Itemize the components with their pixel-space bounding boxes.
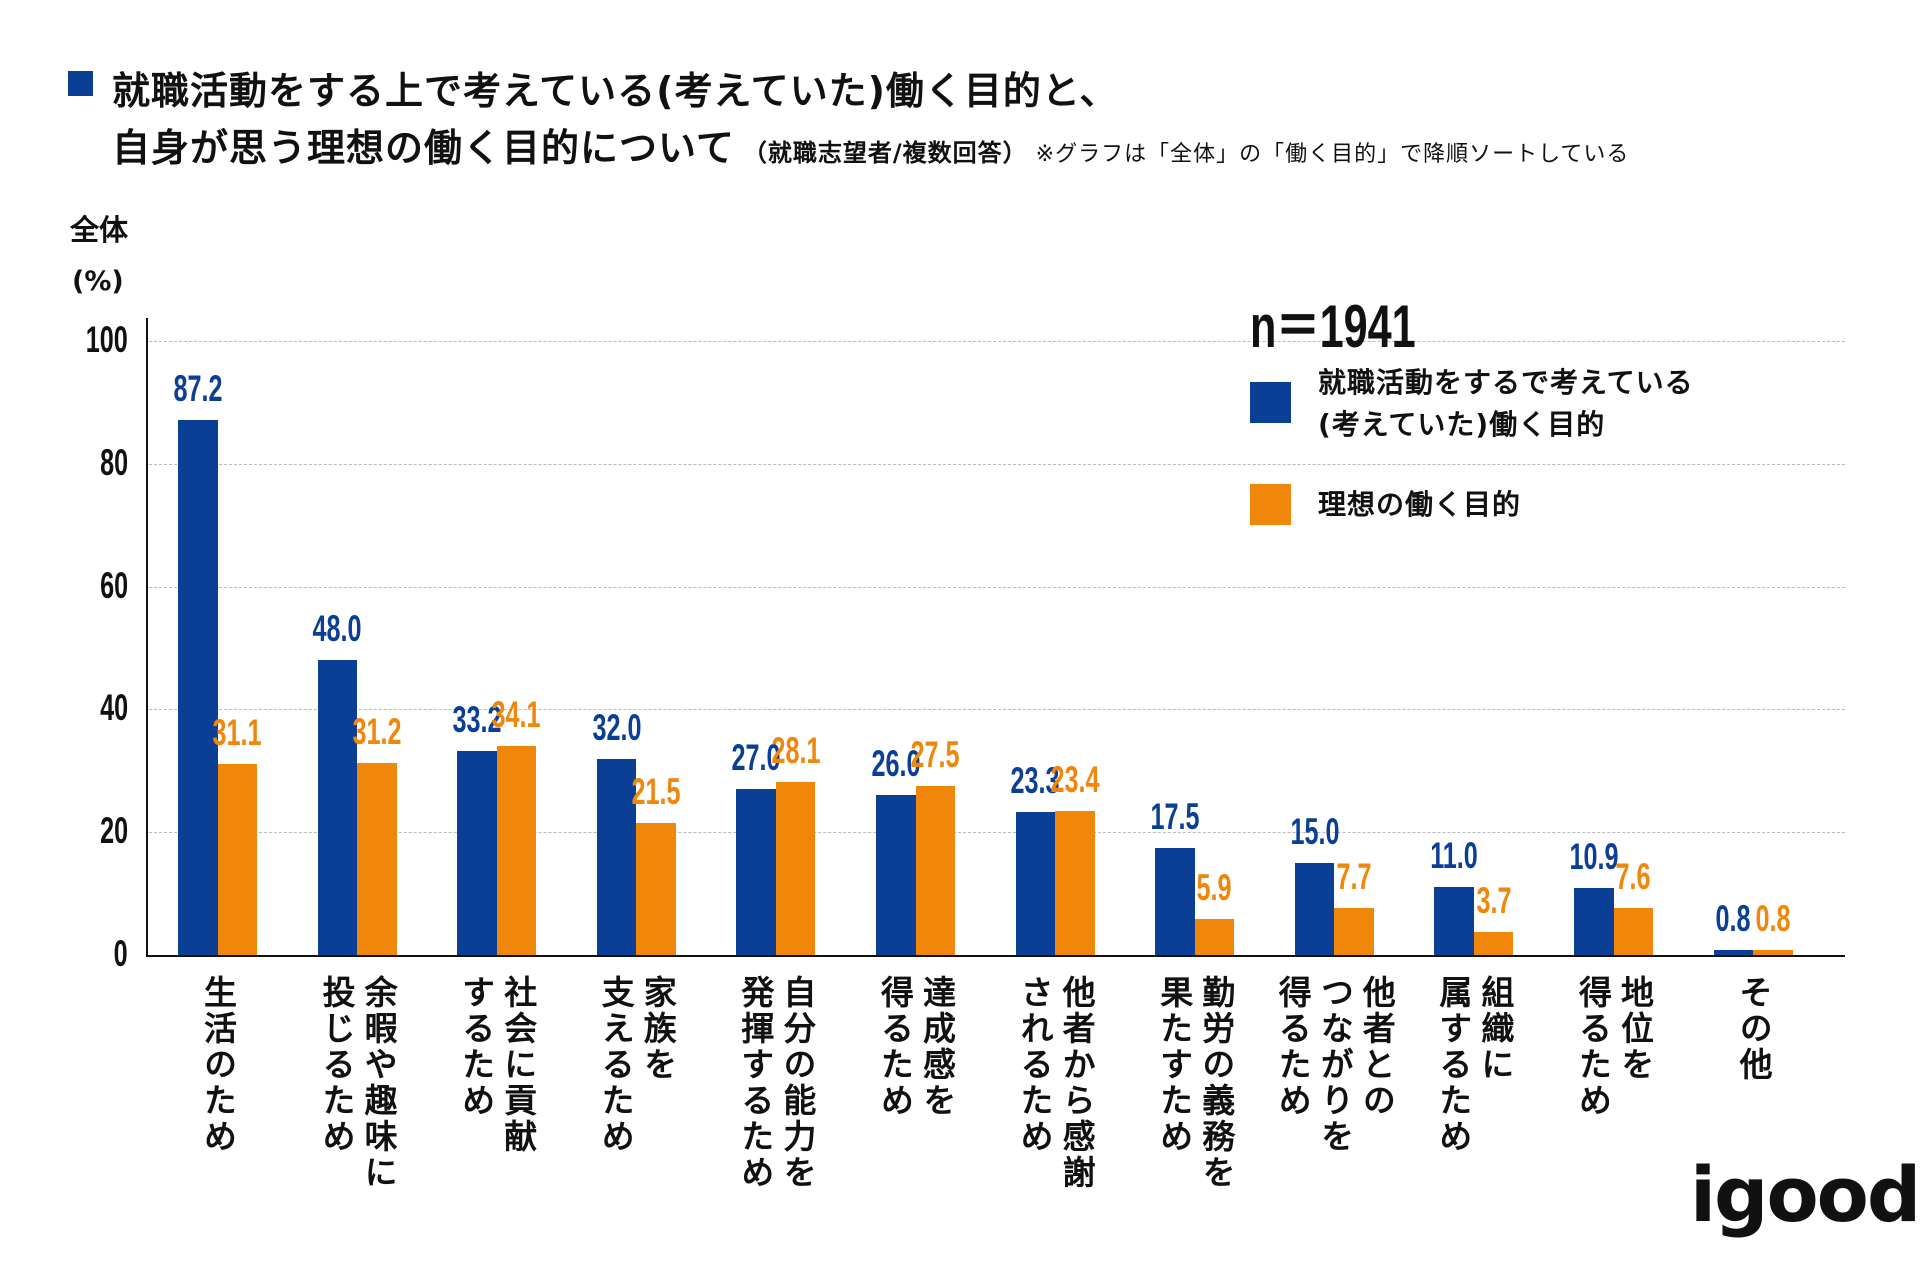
bar-ideal-8 <box>1334 907 1374 955</box>
category-label-0: 生活のため <box>198 975 238 1155</box>
category-label-10: 地位を 得るため <box>1573 975 1655 1119</box>
value-label-current-6: 23.3 <box>1010 759 1060 801</box>
gridline-100 <box>149 341 1845 342</box>
legend-label-ideal: 理想の働く目的 <box>1318 488 1522 521</box>
value-label-current-9: 11.0 <box>1430 835 1478 877</box>
y-tick-label: 100 <box>86 319 128 360</box>
bar-current-4 <box>736 789 776 955</box>
y-tick-label: 60 <box>100 564 128 606</box>
bar-current-6 <box>1015 811 1056 955</box>
value-label-current-8: 15.0 <box>1290 810 1340 852</box>
legend-label-current: 就職活動をするで考えている (考えていた)働く目的 <box>1318 366 1694 441</box>
y-tick-label: 40 <box>100 687 128 729</box>
bar-current-2 <box>457 751 497 955</box>
category-label-4: 自分の能力を 発揮するため <box>735 975 817 1191</box>
value-label-ideal-7: 5.9 <box>1196 866 1232 908</box>
bar-current-1 <box>317 660 358 955</box>
bar-ideal-4 <box>775 782 816 955</box>
category-label-3: 家族を 支えるため <box>596 975 678 1155</box>
igoods-logo: igoods <box>1690 1150 1920 1239</box>
bar-current-0 <box>178 419 218 955</box>
title-marker <box>68 71 93 96</box>
bar-ideal-6 <box>1055 811 1095 955</box>
value-label-ideal-2: 34.1 <box>491 693 541 735</box>
category-label-8: 他者との つながりを 得るため <box>1273 975 1397 1155</box>
gridline-80 <box>149 463 1845 465</box>
value-label-ideal-5: 27.5 <box>910 734 960 776</box>
value-label-ideal-0: 31.1 <box>212 712 262 754</box>
sample-size: n＝1941 <box>1250 293 1416 360</box>
value-label-ideal-10: 7.6 <box>1615 856 1651 898</box>
bar-current-5 <box>876 795 916 955</box>
chart-title-line2-text: 自身が思う理想の働く目的について <box>112 126 735 170</box>
legend-swatch-blue <box>1250 382 1291 423</box>
value-label-current-1: 48.0 <box>312 608 362 650</box>
gridline-60 <box>149 586 1845 588</box>
value-label-ideal-3: 21.5 <box>631 770 681 812</box>
bar-current-3 <box>596 758 637 955</box>
y-axis-label: 全体 <box>70 213 129 247</box>
y-tick-label: 20 <box>100 810 128 852</box>
y-axis-unit: (%) <box>72 266 124 297</box>
value-label-current-7: 17.5 <box>1150 795 1200 837</box>
chart-title-line1: 就職活動をする上で考えている(考えていた)働く目的と、 <box>112 69 1119 113</box>
value-label-ideal-6: 23.4 <box>1050 759 1100 801</box>
bar-ideal-10 <box>1613 908 1653 955</box>
category-label-2: 社会に貢献 するため <box>456 975 538 1155</box>
y-tick-label: 80 <box>100 441 128 483</box>
bar-current-10 <box>1574 888 1614 955</box>
gridline-40 <box>149 709 1845 711</box>
bar-ideal-11 <box>1753 950 1793 955</box>
category-label-5: 達成感を 得るため <box>875 975 957 1119</box>
category-label-9: 組織に 属するため <box>1433 975 1515 1155</box>
value-label-current-5: 26.0 <box>871 743 921 785</box>
value-label-ideal-1: 31.2 <box>352 711 402 753</box>
chart-subtitle: （就職志望者/複数回答） <box>742 139 1028 167</box>
value-label-ideal-4: 28.1 <box>771 730 821 772</box>
bar-ideal-2 <box>496 745 537 955</box>
gridline-20 <box>149 832 1845 834</box>
value-label-current-2: 33.2 <box>452 699 502 741</box>
chart-note: ※グラフは「全体」の「働く目的」で降順ソートしている <box>1035 142 1630 167</box>
y-axis-line <box>146 318 148 956</box>
value-label-current-11: 0.8 <box>1715 898 1751 940</box>
value-label-current-0: 87.2 <box>173 367 223 409</box>
bar-ideal-1 <box>357 763 397 955</box>
chart-title-line2: 自身が思う理想の働く目的について （就職志望者/複数回答） ※グラフは「全体」の「働… <box>112 117 1629 172</box>
bar-ideal-9 <box>1473 932 1514 955</box>
value-label-ideal-8: 7.7 <box>1336 855 1372 897</box>
value-label-ideal-11: 0.8 <box>1755 898 1791 940</box>
bar-current-8 <box>1294 862 1335 955</box>
bar-ideal-0 <box>217 764 257 955</box>
x-axis-line <box>146 955 1845 957</box>
bar-current-7 <box>1155 847 1195 955</box>
legend-swatch-orange <box>1250 484 1291 525</box>
value-label-current-3: 32.0 <box>592 706 642 748</box>
value-label-current-10: 10.9 <box>1569 836 1619 878</box>
value-label-current-4: 27.0 <box>731 737 781 779</box>
value-label-ideal-9: 3.7 <box>1476 880 1512 922</box>
bar-current-11 <box>1713 950 1754 955</box>
bar-ideal-5 <box>915 786 955 955</box>
category-label-7: 勤労の義務を 果たすため <box>1154 975 1236 1191</box>
y-tick-label: 0 <box>114 933 128 974</box>
category-label-6: 他者から感謝 されるため <box>1015 975 1097 1191</box>
bar-current-9 <box>1434 887 1474 955</box>
bar-ideal-7 <box>1194 918 1235 955</box>
bar-ideal-3 <box>636 822 676 955</box>
category-label-1: 余暇や趣味に 投じるため <box>317 975 399 1191</box>
category-label-11: その他 <box>1734 975 1774 1083</box>
